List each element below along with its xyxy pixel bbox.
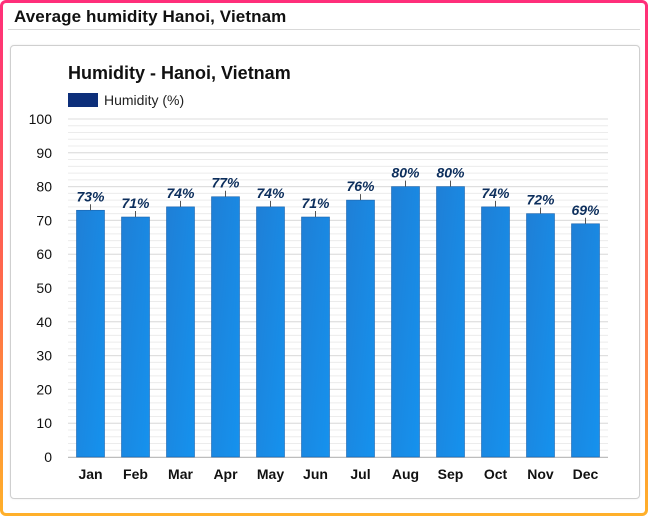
legend-label[interactable]: Humidity (%): [104, 92, 184, 108]
title-divider: [8, 29, 640, 30]
bar: [526, 213, 555, 458]
x-tick-label: Apr: [213, 466, 238, 482]
data-label: 76%: [346, 178, 375, 194]
bar: [301, 216, 330, 458]
x-tick-label: Aug: [392, 466, 419, 482]
y-tick-label: 20: [36, 381, 52, 397]
y-tick-label: 100: [29, 111, 53, 127]
data-label: 74%: [256, 185, 285, 201]
data-label: 80%: [391, 165, 420, 181]
x-tick-label: Jan: [78, 466, 102, 482]
data-label: 69%: [571, 202, 600, 218]
bar: [436, 186, 465, 458]
bars: 73% 71% 74% 77% 74% 71% 76% 80% 80% 74% 72% 69%: [76, 165, 600, 458]
bar: [166, 206, 195, 458]
y-tick-label: 10: [36, 415, 52, 431]
bar: [571, 223, 600, 458]
x-tick-label: Jun: [303, 466, 328, 482]
x-tick-label: Nov: [527, 466, 554, 482]
legend-swatch[interactable]: [68, 93, 98, 107]
y-tick-label: 50: [36, 280, 52, 296]
x-tick-label: May: [257, 466, 284, 482]
x-tick-label: Mar: [168, 466, 193, 482]
x-tick-label: Dec: [573, 466, 599, 482]
y-tick-label: 30: [36, 348, 52, 364]
data-label: 74%: [481, 185, 510, 201]
x-tick-label: Jul: [350, 466, 370, 482]
y-axis: 0 10 20 30 40 50 60 70 80 90 100: [29, 111, 608, 465]
y-tick-label: 40: [36, 314, 52, 330]
grid-lines: [68, 118, 608, 458]
x-tick-label: Oct: [484, 466, 508, 482]
bar: [391, 186, 420, 458]
y-tick-label: 0: [44, 449, 52, 465]
bar: [256, 206, 285, 458]
bar: [481, 206, 510, 458]
y-tick-label: 60: [36, 246, 52, 262]
y-tick-label: 80: [36, 179, 52, 195]
data-label: 73%: [76, 188, 105, 204]
bar: [121, 216, 150, 458]
data-label: 74%: [166, 185, 195, 201]
data-label: 72%: [526, 192, 555, 208]
bar: [211, 196, 240, 458]
y-tick-label: 70: [36, 212, 52, 228]
chart-title: Humidity - Hanoi, Vietnam: [68, 63, 291, 83]
data-label: 77%: [211, 175, 240, 191]
data-label: 71%: [121, 195, 150, 211]
bar: [346, 199, 375, 458]
y-tick-label: 90: [36, 145, 52, 161]
data-label: 71%: [301, 195, 330, 211]
x-tick-label: Feb: [123, 466, 148, 482]
x-axis: Jan Feb Mar Apr May Jun Jul Aug Sep Oct Nov Dec: [78, 466, 598, 482]
bar: [76, 209, 105, 458]
x-tick-label: Sep: [438, 466, 464, 482]
data-label: 80%: [436, 165, 465, 181]
page-title: Average humidity Hanoi, Vietnam: [14, 7, 287, 26]
